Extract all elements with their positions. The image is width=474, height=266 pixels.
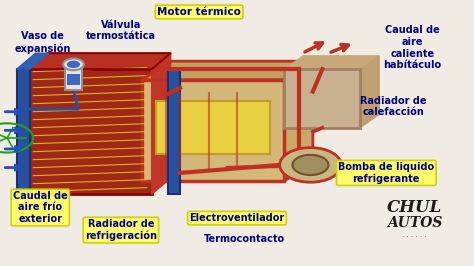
Text: Termocontacto: Termocontacto bbox=[203, 234, 285, 244]
FancyBboxPatch shape bbox=[168, 69, 180, 194]
Text: Válvula
termostática: Válvula termostática bbox=[86, 20, 156, 41]
Polygon shape bbox=[360, 56, 379, 128]
Circle shape bbox=[63, 59, 84, 70]
Text: Bomba de liquido
refrigerante: Bomba de liquido refrigerante bbox=[338, 162, 434, 184]
Text: Electroventilador: Electroventilador bbox=[190, 213, 284, 223]
FancyBboxPatch shape bbox=[65, 66, 82, 90]
FancyArrowPatch shape bbox=[305, 43, 322, 52]
Circle shape bbox=[67, 61, 80, 68]
FancyBboxPatch shape bbox=[142, 80, 284, 181]
FancyBboxPatch shape bbox=[17, 69, 30, 194]
FancyArrowPatch shape bbox=[5, 128, 20, 133]
Polygon shape bbox=[17, 53, 49, 69]
Text: Motor térmico: Motor térmico bbox=[157, 7, 241, 17]
Circle shape bbox=[280, 148, 341, 182]
Text: Radiador de
refrigeración: Radiador de refrigeración bbox=[85, 219, 157, 241]
Polygon shape bbox=[28, 53, 171, 69]
Text: Vaso de
expansión: Vaso de expansión bbox=[15, 31, 71, 54]
Circle shape bbox=[292, 155, 328, 175]
Text: · · · · · ·: · · · · · · bbox=[402, 234, 427, 240]
Text: Caudal de
aire
caliente
habítáculo: Caudal de aire caliente habítáculo bbox=[383, 26, 441, 70]
FancyArrowPatch shape bbox=[5, 165, 20, 170]
Text: Radiador de
calefacción: Radiador de calefacción bbox=[360, 95, 427, 117]
FancyArrowPatch shape bbox=[331, 44, 348, 52]
Polygon shape bbox=[284, 56, 379, 69]
Polygon shape bbox=[152, 53, 171, 194]
Polygon shape bbox=[284, 61, 313, 181]
FancyArrowPatch shape bbox=[5, 109, 20, 114]
FancyBboxPatch shape bbox=[156, 101, 270, 154]
Text: CHUL: CHUL bbox=[387, 199, 442, 216]
Text: AUTOS: AUTOS bbox=[387, 217, 442, 230]
FancyBboxPatch shape bbox=[284, 69, 360, 128]
FancyArrowPatch shape bbox=[5, 147, 20, 151]
Text: Caudal de
aire frío
exterior: Caudal de aire frío exterior bbox=[13, 191, 68, 224]
Polygon shape bbox=[142, 61, 313, 80]
FancyBboxPatch shape bbox=[67, 74, 80, 85]
FancyBboxPatch shape bbox=[28, 69, 152, 194]
